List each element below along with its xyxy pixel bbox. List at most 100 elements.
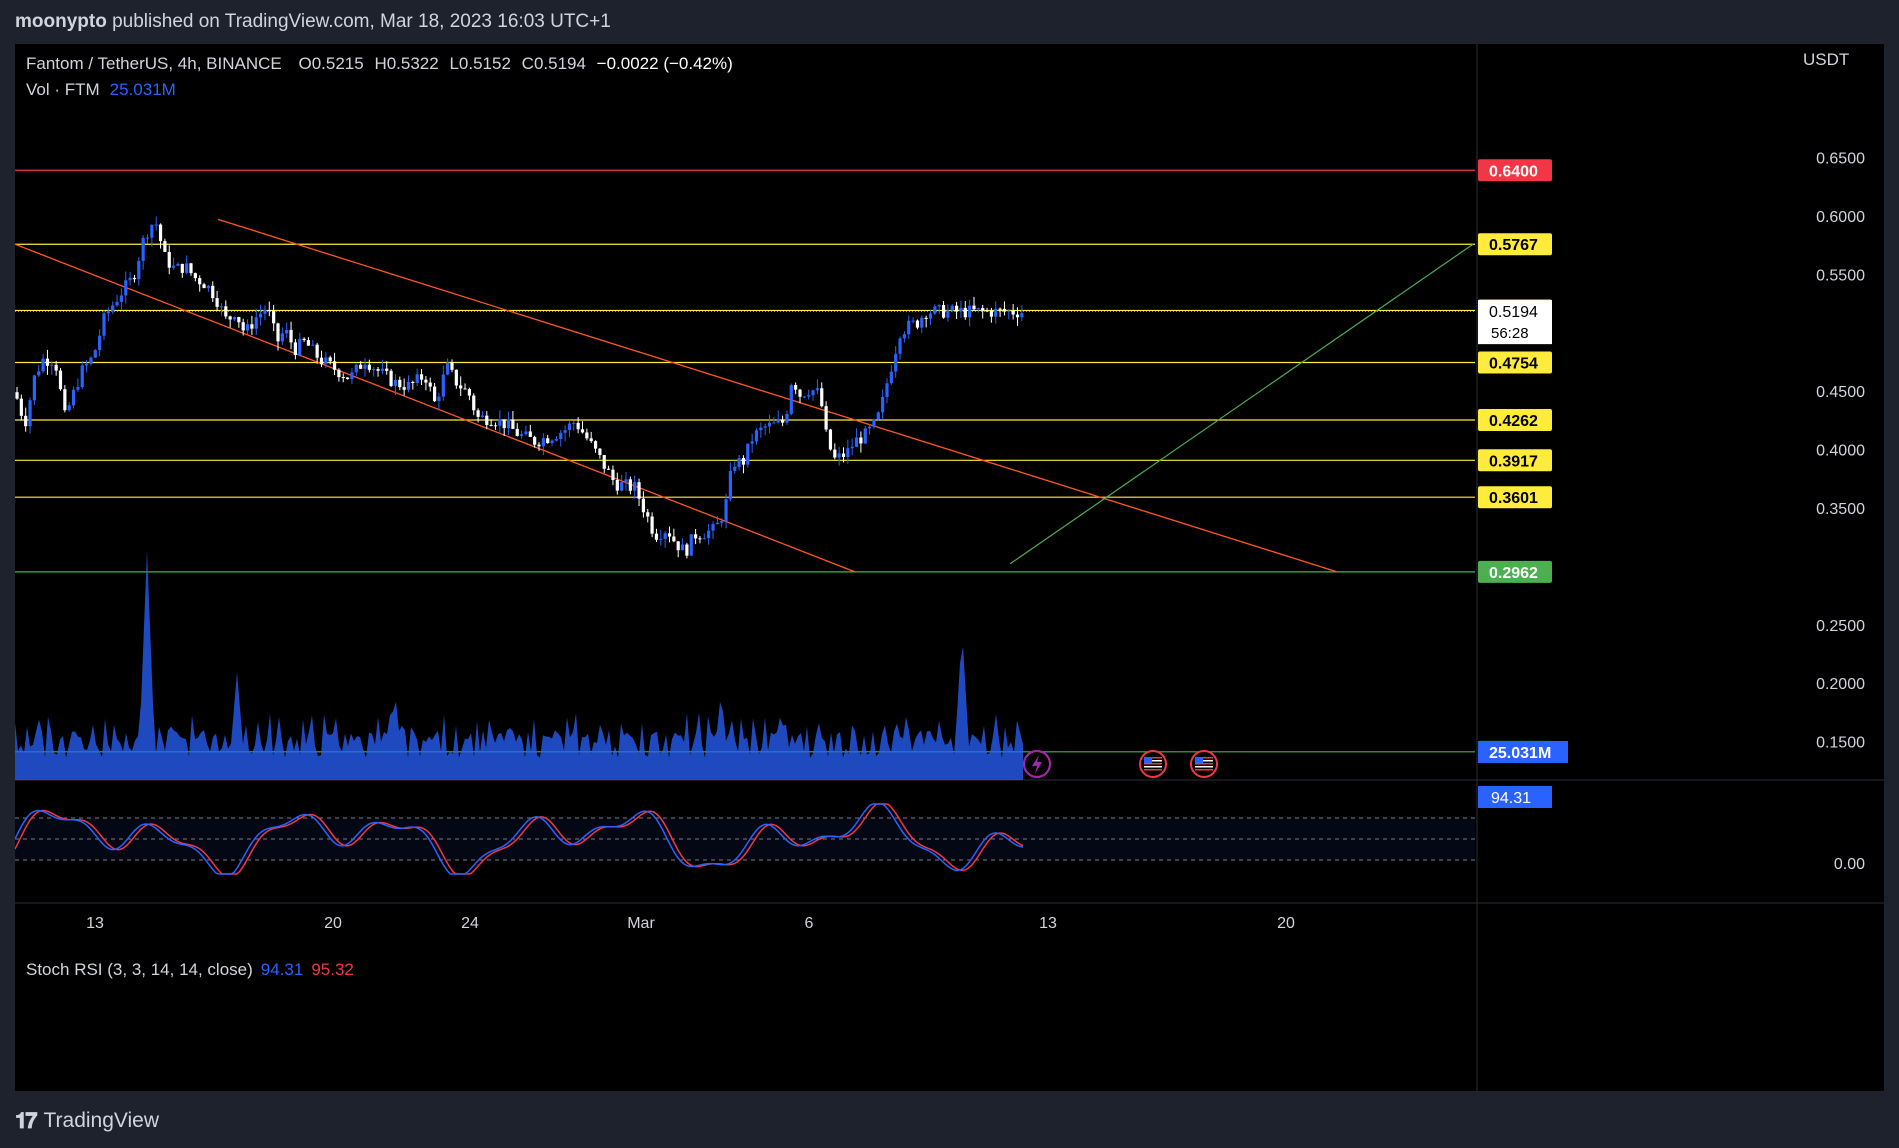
- flag-stripe: [1195, 769, 1213, 771]
- earnings-lightning-icon[interactable]: [1023, 750, 1051, 778]
- close-label: C: [521, 54, 534, 73]
- candle-body: [263, 310, 267, 314]
- chart-svg[interactable]: 0.6500 0.6000 0.5500 0.4500 0.4000 0.3500 0.25…: [14, 44, 1884, 1091]
- candle-body: [789, 385, 793, 414]
- candle-body: [541, 438, 545, 447]
- candle-body: [45, 358, 50, 366]
- candle-body: [502, 419, 506, 429]
- candle-body: [724, 499, 728, 522]
- volume-badge-text: 25.031M: [1489, 745, 1551, 762]
- tradingview-brand[interactable]: 𝟏𝟕 TradingView: [15, 1107, 159, 1135]
- candle-body: [537, 444, 541, 447]
- lightning-shape: [1032, 755, 1042, 774]
- candle-body: [889, 371, 893, 384]
- candle-body: [981, 308, 985, 311]
- open-value: 0.5215: [311, 54, 364, 73]
- candle-body: [1002, 308, 1007, 312]
- candle-body: [759, 427, 763, 431]
- candle-body: [798, 389, 802, 397]
- candle-body: [663, 533, 667, 539]
- us-flag-icon-0[interactable]: [1139, 750, 1167, 778]
- candle-body: [824, 406, 828, 430]
- volume-label[interactable]: Vol · FTM: [26, 80, 100, 99]
- candle-body: [115, 301, 119, 306]
- level-badge-7: [1478, 560, 1552, 583]
- symbol-label[interactable]: Fantom / TetherUS, 4h, BINANCE: [26, 54, 282, 73]
- publisher-name[interactable]: moonypto: [15, 11, 107, 32]
- candle-body: [32, 375, 36, 401]
- price-tick-5: 0.3500: [1816, 501, 1865, 518]
- candle-body: [237, 317, 241, 323]
- candle-body: [506, 419, 511, 429]
- level-badge-text-4: 0.4262: [1489, 413, 1538, 430]
- candle-body: [528, 431, 532, 437]
- us-flag-icon-1[interactable]: [1190, 750, 1218, 778]
- candle-body: [406, 381, 411, 390]
- candle-body: [98, 335, 102, 351]
- rsi-legend: Stoch RSI (3, 3, 14, 14, close) 94.31 95.3…: [26, 960, 354, 980]
- candle-body: [198, 278, 202, 285]
- candle-body: [811, 390, 815, 396]
- candle-body: [250, 324, 254, 329]
- level-badge-4: [1478, 408, 1552, 431]
- candle-body: [567, 423, 572, 431]
- candle-body: [476, 410, 480, 417]
- candle-body: [124, 280, 128, 296]
- candle-body: [467, 389, 471, 396]
- candle-body: [163, 241, 167, 252]
- flag-canton: [1144, 757, 1152, 763]
- candle-body: [354, 364, 358, 373]
- candle-body: [332, 361, 337, 370]
- candle-body: [620, 482, 624, 491]
- candle-body: [102, 313, 106, 336]
- candle-body: [441, 374, 445, 397]
- candle-body: [767, 422, 772, 427]
- candle-body: [989, 310, 993, 317]
- candle-body: [385, 368, 389, 371]
- candle-body: [598, 448, 602, 456]
- candle-body: [785, 413, 789, 423]
- candle-body: [781, 419, 785, 423]
- candle-body: [380, 368, 384, 371]
- candle-body: [185, 263, 189, 273]
- candle-body: [54, 364, 58, 371]
- last-price-text: 0.5194: [1489, 304, 1538, 321]
- currency-label: USDT: [1803, 50, 1850, 69]
- stoch-rsi-pane: [14, 803, 1475, 875]
- rsi-label[interactable]: Stoch RSI (3, 3, 14, 14, close): [26, 960, 253, 979]
- candle-body: [685, 544, 689, 556]
- candle-body: [215, 298, 219, 307]
- level-badge-text-5: 0.3917: [1489, 453, 1538, 470]
- candle-body: [141, 237, 145, 261]
- candle-body: [176, 263, 180, 266]
- candle-body: [593, 441, 598, 449]
- axes: 0.6500 0.6000 0.5500 0.4500 0.4000 0.3500 0.25…: [86, 151, 1865, 932]
- candle-body: [493, 425, 498, 427]
- candle-body: [293, 342, 297, 355]
- chart-pane[interactable]: 0.6500 0.6000 0.5500 0.4500 0.4000 0.3500 0.25…: [14, 44, 1884, 1091]
- candle-body: [728, 470, 732, 500]
- candle-body: [459, 385, 463, 389]
- candle-body: [580, 429, 585, 433]
- candle-body: [37, 371, 41, 376]
- price-tick-3: 0.4500: [1816, 384, 1865, 401]
- low-label: L: [449, 54, 459, 73]
- candle-body: [1015, 314, 1020, 318]
- rsi-tick: 0.00: [1834, 856, 1865, 873]
- candle-body: [359, 364, 363, 369]
- candle-body: [337, 369, 341, 378]
- candle-body: [611, 469, 615, 480]
- level-badge-text-1: 0.5767: [1489, 237, 1538, 254]
- time-tick-0: 13: [86, 915, 104, 932]
- candle-body: [376, 369, 380, 371]
- candle-body: [454, 369, 458, 386]
- flag-stripe: [1195, 766, 1213, 768]
- candle-body: [963, 307, 967, 318]
- rsi-d-line: [14, 803, 1024, 875]
- candle-body: [58, 370, 63, 390]
- time-tick-6: 20: [1277, 915, 1295, 932]
- candle-body: [872, 419, 876, 427]
- candle-body: [828, 429, 833, 450]
- candle-body: [433, 386, 437, 402]
- candle-body: [807, 395, 811, 397]
